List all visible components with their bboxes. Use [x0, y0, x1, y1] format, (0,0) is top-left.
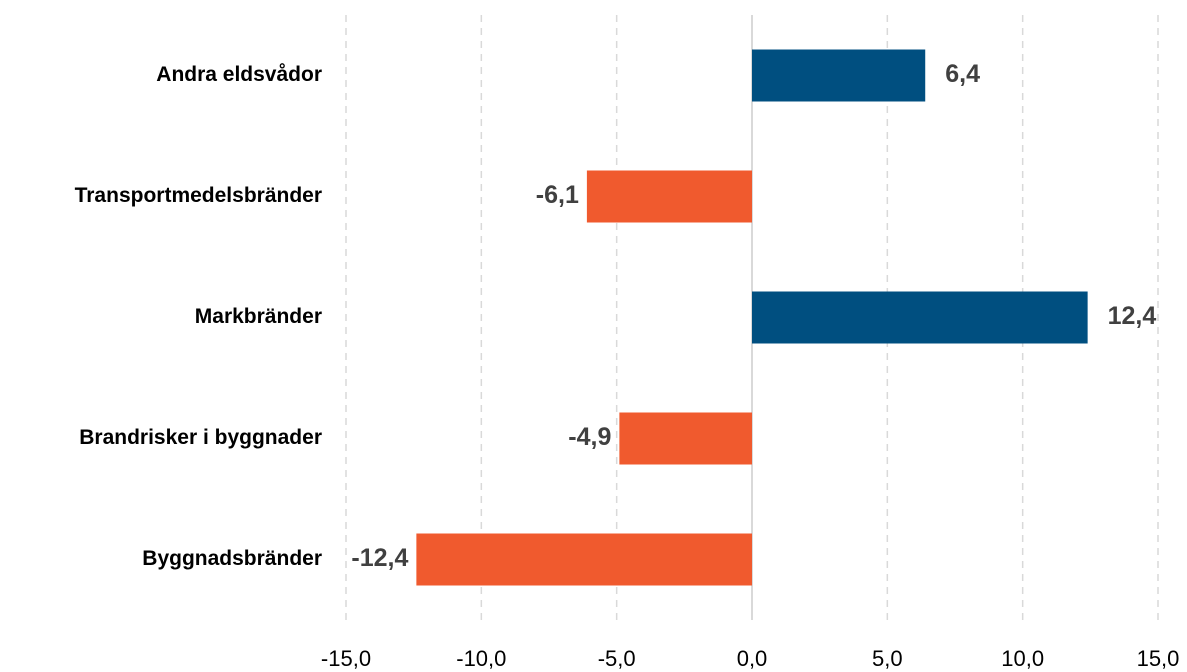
value-label: -4,9	[568, 423, 611, 451]
value-label: 6,4	[945, 60, 980, 88]
x-tick-label: -5,0	[598, 646, 636, 671]
value-label: 12,4	[1108, 302, 1157, 330]
x-tick-label: -10,0	[456, 646, 506, 671]
category-label: Brandrisker i byggnader	[79, 426, 322, 449]
bar	[619, 412, 752, 465]
bar	[416, 533, 752, 586]
category-label: Andra eldsvådor	[156, 63, 322, 86]
value-label: -6,1	[536, 181, 579, 209]
bar	[752, 49, 926, 102]
x-tick-label: 15,0	[1137, 646, 1180, 671]
bar	[586, 170, 752, 223]
x-tick-label: -15,0	[321, 646, 371, 671]
category-label: Byggnadsbränder	[142, 547, 322, 570]
bar	[752, 291, 1088, 344]
category-label: Transportmedelsbränder	[75, 184, 322, 207]
x-tick-label: 5,0	[872, 646, 903, 671]
value-label: -12,4	[351, 544, 408, 572]
x-tick-label: 0,0	[737, 646, 768, 671]
x-tick-label: 10,0	[1001, 646, 1044, 671]
category-label: Markbränder	[195, 305, 322, 328]
